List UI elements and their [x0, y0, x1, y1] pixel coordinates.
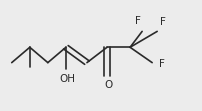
Text: F: F: [159, 59, 165, 69]
Text: OH: OH: [59, 74, 75, 84]
Text: O: O: [104, 80, 112, 90]
Text: F: F: [135, 16, 141, 26]
Text: F: F: [160, 17, 166, 27]
